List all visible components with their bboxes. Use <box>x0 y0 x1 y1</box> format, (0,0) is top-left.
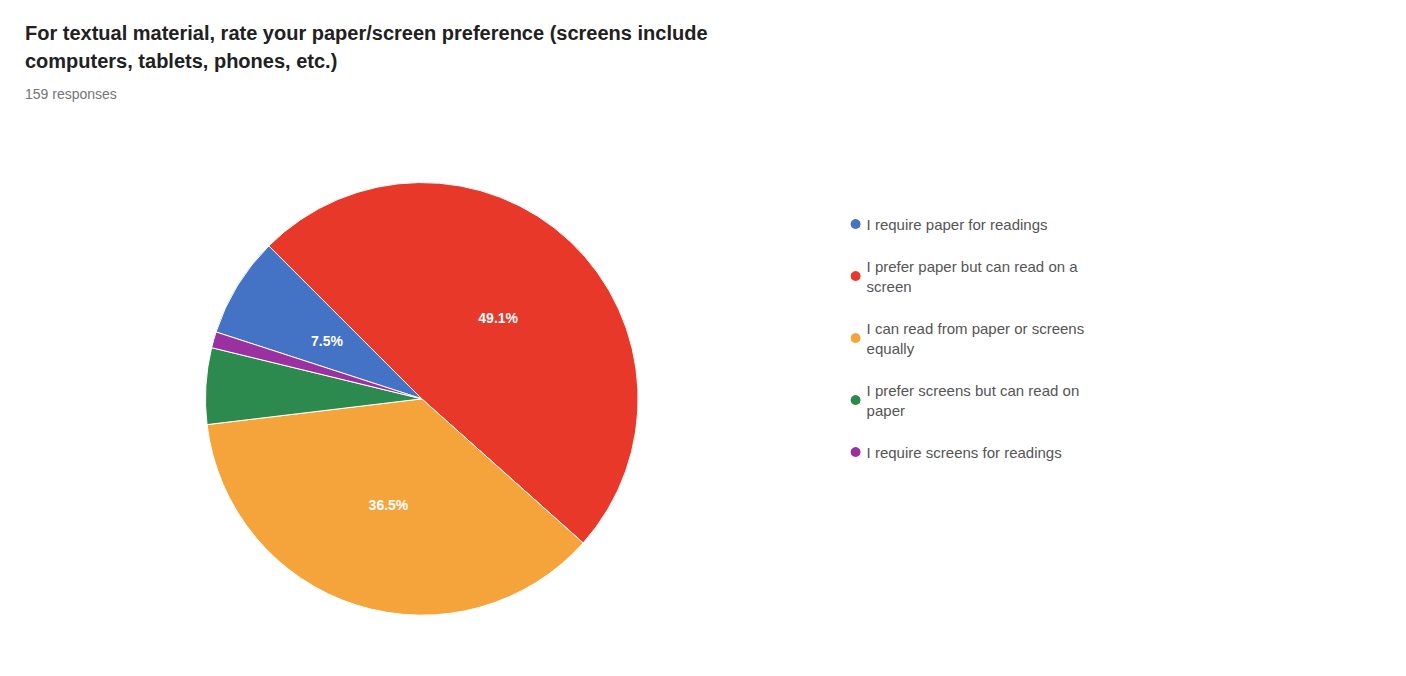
svg-text:I require paper for readings: I require paper for readings <box>867 216 1048 233</box>
svg-text:I require screens for readings: I require screens for readings <box>867 444 1062 461</box>
svg-text:screen: screen <box>867 278 912 295</box>
svg-text:49.1%: 49.1% <box>478 310 518 326</box>
svg-text:I prefer paper but can read on: I prefer paper but can read on a <box>867 258 1079 275</box>
svg-text:7.5%: 7.5% <box>311 333 343 349</box>
svg-text:I can read from paper or scree: I can read from paper or screens <box>867 320 1085 337</box>
svg-text:computers, tablets, phones, et: computers, tablets, phones, etc.) <box>25 50 337 72</box>
svg-text:paper: paper <box>867 402 905 419</box>
svg-text:equally: equally <box>867 340 915 357</box>
svg-text:36.5%: 36.5% <box>369 497 409 513</box>
svg-text:I prefer screens but can read: I prefer screens but can read on <box>867 382 1080 399</box>
svg-text:For textual material, rate you: For textual material, rate your paper/sc… <box>25 22 708 44</box>
svg-text:159 responses: 159 responses <box>25 86 117 102</box>
